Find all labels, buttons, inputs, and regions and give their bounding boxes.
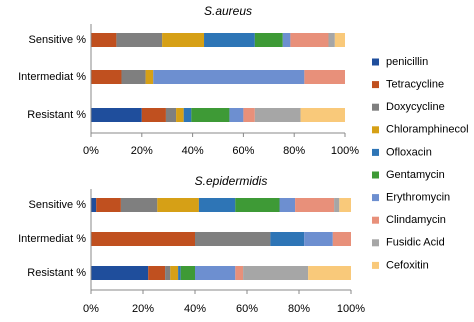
chart-title: S.epidermidis [195, 174, 268, 188]
bar-segment [204, 33, 255, 47]
bar-segment [91, 266, 149, 280]
x-tick-label: 80% [283, 145, 305, 157]
bar-segment [300, 108, 345, 122]
legend-swatch [372, 216, 379, 224]
legend-swatch [372, 58, 379, 66]
bar-segment [235, 266, 244, 280]
bar-segment [91, 232, 195, 246]
x-tick-label: 100% [337, 303, 365, 315]
bar-segment [308, 266, 351, 280]
legend-swatch [372, 148, 379, 156]
bar-segment [195, 266, 236, 280]
bar-segment [176, 108, 184, 122]
x-tick-label: 40% [182, 145, 204, 157]
x-tick-label: 100% [331, 145, 359, 157]
y-tick-label: Sensitive % [29, 34, 87, 46]
x-tick-label: 20% [131, 145, 153, 157]
legend-label: Erythromycin [386, 192, 450, 204]
legend-swatch [372, 103, 379, 111]
bar-segment [195, 232, 271, 246]
bar-segment [279, 198, 296, 212]
y-tick-label: Resistant % [27, 109, 86, 121]
bar-segment [332, 232, 351, 246]
bar-segment [153, 70, 305, 84]
bar-segment [328, 33, 335, 47]
legend-label: Tetracycline [386, 79, 444, 91]
bar-segment [334, 198, 340, 212]
bar-segment [91, 108, 142, 122]
bar-segment [243, 108, 255, 122]
bar-segment [282, 33, 291, 47]
y-tick-label: Intermediat % [18, 233, 86, 245]
bar-segment [96, 198, 121, 212]
legend-label: Chloramphinecol [386, 124, 469, 136]
bar-segment [170, 266, 179, 280]
legend-swatch [372, 239, 379, 247]
x-tick-label: 20% [132, 303, 154, 315]
bar-segment [148, 266, 166, 280]
bar-segment [145, 70, 154, 84]
legend-swatch [372, 194, 379, 202]
bar-segment [339, 198, 351, 212]
bar-segment [254, 108, 301, 122]
x-tick-label: 80% [288, 303, 310, 315]
bar-segment [91, 198, 97, 212]
bar-segment [91, 33, 117, 47]
y-tick-label: Resistant % [27, 267, 86, 279]
x-tick-label: 60% [232, 145, 254, 157]
bar-segment [180, 266, 195, 280]
bar-segment [191, 108, 230, 122]
bar-segment [183, 108, 192, 122]
x-tick-label: 0% [83, 145, 99, 157]
bar-segment [304, 232, 333, 246]
y-tick-label: Sensitive % [29, 199, 87, 211]
bar-segment [243, 266, 309, 280]
bar-segment [116, 33, 163, 47]
bar-segment [334, 33, 345, 47]
legend-label: Gentamycin [386, 169, 445, 181]
legend-label: Clindamycin [386, 214, 446, 226]
bar-segment [91, 70, 122, 84]
chart-title: S.aureus [204, 4, 252, 18]
bar-segment [178, 266, 181, 280]
bar-segment [270, 232, 305, 246]
legend-label: Cefoxitin [386, 259, 429, 271]
bar-segment [295, 198, 335, 212]
legend-label: Ofloxacin [386, 146, 432, 158]
bar-segment [120, 198, 158, 212]
x-tick-label: 40% [184, 303, 206, 315]
legend-swatch [372, 171, 379, 179]
bar-segment [304, 70, 345, 84]
bar-segment [121, 70, 146, 84]
bar-segment [229, 108, 244, 122]
bar-segment [157, 198, 199, 212]
legend-label: Fusidic Acid [386, 237, 445, 249]
bar-segment [235, 198, 280, 212]
legend-swatch [372, 81, 379, 89]
bar-segment [198, 198, 236, 212]
y-tick-label: Intermediat % [18, 71, 86, 83]
bar-segment [165, 108, 177, 122]
legend-swatch [372, 126, 379, 134]
x-tick-label: 60% [236, 303, 258, 315]
x-tick-label: 0% [83, 303, 99, 315]
bar-segment [254, 33, 283, 47]
bar-segment [141, 108, 166, 122]
bar-segment [162, 33, 205, 47]
legend-label: Doxycycline [386, 101, 445, 113]
bar-segment [290, 33, 329, 47]
legend-label: penicillin [386, 56, 428, 68]
bar-segment [165, 266, 171, 280]
legend-swatch [372, 261, 379, 269]
